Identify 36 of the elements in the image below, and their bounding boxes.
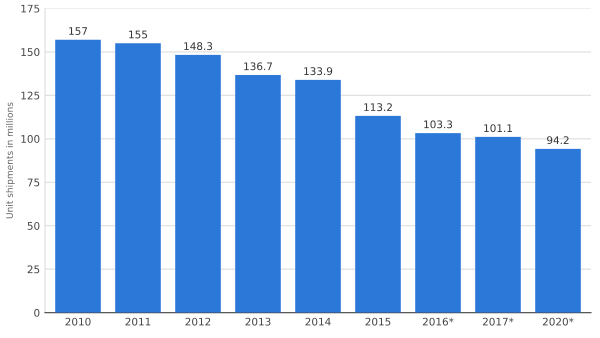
y-axis-title: Unit shipments in millions <box>6 102 15 218</box>
data-label: 136.7 <box>244 62 272 70</box>
x-tick-label: 2010 <box>66 318 91 326</box>
data-label: 157 <box>69 27 88 35</box>
x-tick-label: 2013 <box>246 318 270 326</box>
bar <box>115 43 161 313</box>
x-tick-label: 2016* <box>422 318 454 326</box>
y-tick-label: 150 <box>21 48 40 56</box>
data-label: 113.2 <box>364 103 392 112</box>
bar <box>415 133 461 313</box>
data-label: 103.3 <box>424 120 452 128</box>
y-tick-label: 25 <box>28 265 40 274</box>
data-label: 94.2 <box>547 136 569 144</box>
x-tick-label: 2011 <box>126 318 150 326</box>
x-tick-label: 2015 <box>366 318 390 326</box>
bar <box>295 80 341 313</box>
data-label: 148.3 <box>184 42 212 50</box>
bar <box>475 136 521 313</box>
x-tick-label: 2017* <box>482 318 514 326</box>
bar <box>55 40 101 313</box>
y-tick-label: 50 <box>28 222 40 230</box>
x-tick-label: 2020* <box>542 318 574 326</box>
y-tick-label: 100 <box>21 135 40 143</box>
y-tick-label: 75 <box>28 178 40 186</box>
data-label: 101.1 <box>484 124 512 132</box>
data-label: 155 <box>129 30 148 38</box>
x-tick-label: 2012 <box>186 318 210 326</box>
x-tick-label: 2014 <box>306 318 331 326</box>
y-tick-label: 125 <box>21 92 40 100</box>
bar <box>235 75 281 313</box>
y-tick-label: 0 <box>34 308 40 317</box>
y-tick-label: 175 <box>21 4 40 13</box>
bar <box>355 116 401 313</box>
data-label: 133.9 <box>304 67 332 76</box>
bar <box>175 54 221 313</box>
bar <box>535 148 581 313</box>
